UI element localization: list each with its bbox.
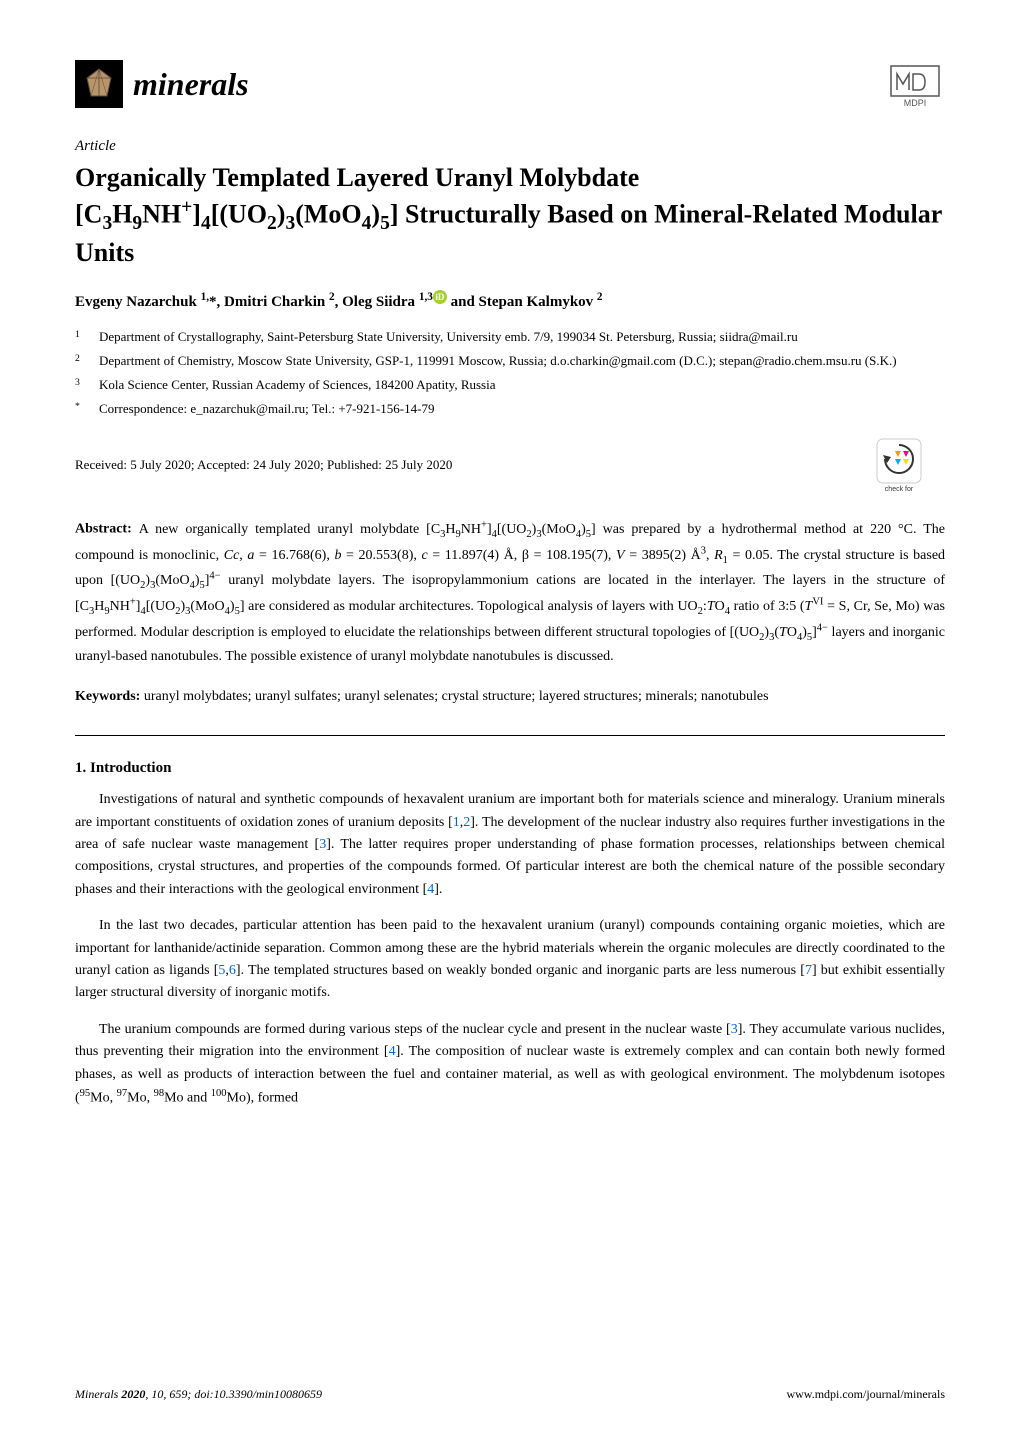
keywords-text: uranyl molybdates; uranyl sulfates; uran… [144, 689, 769, 704]
reference-link[interactable]: 6 [229, 963, 236, 978]
affiliation-row: 2Department of Chemistry, Moscow State U… [99, 351, 945, 373]
reference-link[interactable]: 7 [805, 963, 812, 978]
affiliation-text: Kola Science Center, Russian Academy of … [99, 375, 945, 397]
journal-logo: minerals [75, 60, 249, 108]
reference-link[interactable]: 4 [389, 1044, 396, 1059]
reference-link[interactable]: 3 [319, 837, 326, 852]
reference-link[interactable]: 5 [218, 963, 225, 978]
body-paragraph: In the last two decades, particular atte… [75, 915, 945, 1005]
affiliation-row: 3Kola Science Center, Russian Academy of… [99, 375, 945, 397]
page-footer: Minerals 2020, 10, 659; doi:10.3390/min1… [75, 1387, 945, 1402]
affiliation-marker: 2 [75, 351, 99, 373]
affiliation-marker: 1 [75, 327, 99, 349]
separator-line [75, 735, 945, 736]
footer-journal-url[interactable]: www.mdpi.com/journal/minerals [786, 1387, 945, 1402]
body-paragraph: The uranium compounds are formed during … [75, 1019, 945, 1110]
affiliation-text: Correspondence: e_nazarchuk@mail.ru; Tel… [99, 399, 945, 421]
section-heading: 1. Introduction [75, 760, 945, 777]
reference-link[interactable]: 1 [453, 815, 460, 830]
article-title: Organically Templated Layered Uranyl Mol… [75, 161, 945, 270]
abstract-block: Abstract: A new organically templated ur… [75, 517, 945, 667]
abstract-text: A new organically templated uranyl molyb… [75, 522, 945, 664]
keywords-block: Keywords: uranyl molybdates; uranyl sulf… [75, 686, 945, 708]
affiliation-row: 1Department of Crystallography, Saint-Pe… [99, 327, 945, 349]
affiliations-block: 1Department of Crystallography, Saint-Pe… [75, 327, 945, 422]
reference-link[interactable]: 2 [463, 815, 470, 830]
affiliation-marker: 3 [75, 375, 99, 397]
journal-crystal-icon [75, 60, 123, 108]
check-for-updates-icon[interactable]: check for updates [873, 437, 945, 493]
dates-row: Received: 5 July 2020; Accepted: 24 July… [75, 437, 945, 493]
mdpi-logo-icon: MDPI [885, 60, 945, 108]
keywords-label: Keywords: [75, 689, 144, 704]
reference-link[interactable]: 3 [731, 1022, 738, 1037]
affiliation-row: *Correspondence: e_nazarchuk@mail.ru; Te… [99, 399, 945, 421]
article-dates: Received: 5 July 2020; Accepted: 24 July… [75, 457, 452, 473]
svg-text:MDPI: MDPI [904, 98, 927, 108]
affiliation-marker: * [75, 399, 99, 421]
abstract-label: Abstract: [75, 522, 139, 537]
affiliation-text: Department of Crystallography, Saint-Pet… [99, 327, 945, 349]
body-paragraph: Investigations of natural and synthetic … [75, 789, 945, 901]
affiliation-text: Department of Chemistry, Moscow State Un… [99, 351, 945, 373]
header-row: minerals MDPI [75, 60, 945, 108]
svg-text:check for: check for [885, 486, 914, 493]
orcid-icon: iD [433, 290, 447, 304]
footer-citation: Minerals 2020, 10, 659; doi:10.3390/min1… [75, 1387, 322, 1402]
journal-name: minerals [133, 66, 249, 103]
author-list: Evgeny Nazarchuk 1,*, Dmitri Charkin 2, … [75, 290, 945, 311]
article-type: Article [75, 138, 945, 155]
reference-link[interactable]: 4 [427, 882, 434, 897]
